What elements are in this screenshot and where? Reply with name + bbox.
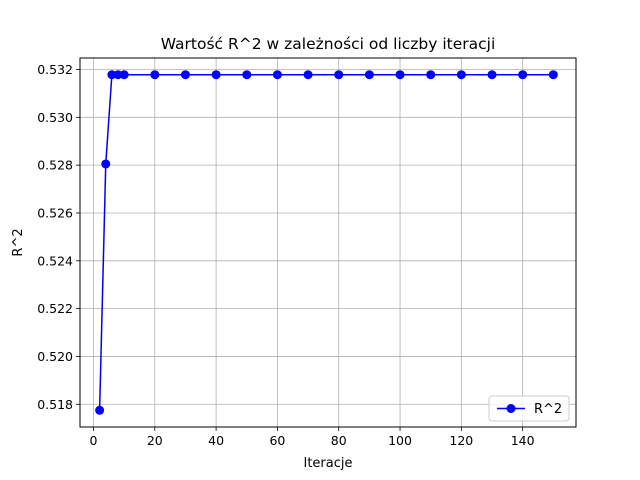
legend-label: R^2 (534, 402, 562, 417)
y-tick-label: 0.532 (37, 62, 73, 77)
data-point (95, 405, 105, 415)
grid (80, 58, 576, 427)
y-tick-label: 0.524 (37, 253, 73, 268)
data-point (518, 70, 528, 80)
data-point (101, 159, 111, 169)
x-axis-label: Iteracje (304, 456, 353, 471)
x-tick-label: 80 (331, 433, 347, 448)
plot-area-frame (79, 57, 577, 428)
legend-box (488, 395, 570, 422)
series-layer (95, 70, 558, 415)
y-tick-label: 0.522 (37, 301, 73, 316)
x-tick-label: 40 (208, 433, 224, 448)
data-point (211, 70, 221, 80)
x-tick-label: 120 (449, 433, 473, 448)
data-point (303, 70, 313, 80)
axis-ticks: 0 20 40 60 80 100 120 140 0.518 0.520 0.522 0.524 0.… (37, 62, 534, 448)
x-tick-label: 140 (511, 433, 535, 448)
y-tick-label: 0.528 (37, 158, 73, 173)
data-point (272, 70, 282, 80)
data-point (334, 70, 344, 80)
data-point (487, 70, 497, 80)
y-tick-label: 0.530 (37, 110, 73, 125)
x-tick-label: 20 (147, 433, 163, 448)
x-tick-label: 100 (388, 433, 412, 448)
data-point (364, 70, 374, 80)
legend: R^2 (488, 395, 570, 422)
data-point (395, 70, 405, 80)
data-point (119, 70, 129, 80)
data-point (242, 70, 252, 80)
y-tick-label: 0.518 (37, 397, 73, 412)
chart-title: Wartość R^2 w zależności od liczby itera… (161, 35, 496, 53)
data-point (456, 70, 466, 80)
data-point (180, 70, 190, 80)
legend-marker-swatch (506, 404, 516, 413)
series-line (98, 73, 554, 411)
y-tick-label: 0.526 (37, 205, 73, 220)
x-tick-label: 60 (269, 433, 285, 448)
data-point (548, 70, 558, 80)
data-point (426, 70, 436, 80)
y-tick-label: 0.520 (37, 349, 73, 364)
x-tick-label: 0 (90, 433, 98, 448)
data-point (150, 70, 160, 80)
y-axis-label: R^2 (11, 228, 26, 256)
